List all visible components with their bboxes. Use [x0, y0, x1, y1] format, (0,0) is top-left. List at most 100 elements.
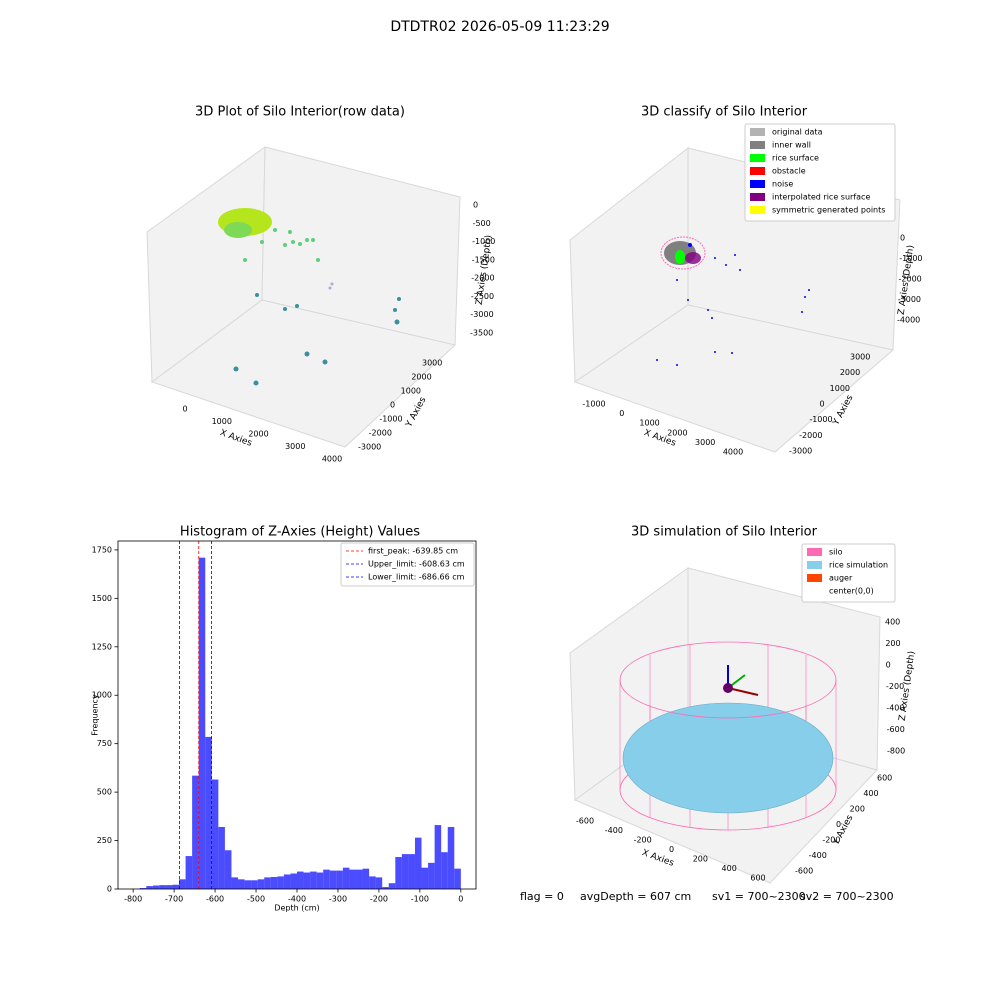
x-tick-label: 200	[693, 855, 708, 864]
legend-swatch	[750, 206, 765, 214]
bar	[355, 869, 363, 889]
bar	[369, 876, 376, 889]
bar	[205, 736, 212, 889]
z-tick-label: -2000	[899, 275, 922, 284]
bar	[270, 876, 278, 889]
z-tick-label: -2500	[471, 292, 494, 301]
bar	[231, 877, 239, 889]
pane	[573, 304, 895, 453]
x-tick-label: -600	[576, 817, 594, 826]
bar	[382, 887, 389, 889]
chart-title: 3D classify of Silo Interior	[641, 105, 808, 120]
bar	[211, 779, 219, 889]
point-cloud	[224, 222, 252, 238]
x-tick-label: -1000	[582, 400, 605, 409]
y-tick-label: -400	[809, 851, 827, 860]
x-tick-label: 2000	[248, 430, 268, 439]
axis-arrow	[727, 687, 759, 696]
legend-swatch	[807, 574, 822, 582]
scatter-points	[233, 282, 401, 386]
y-tick-label: 1250	[92, 642, 112, 651]
bar	[198, 557, 206, 889]
x-tick-label: -600	[206, 895, 224, 904]
bar	[152, 885, 160, 889]
legend-label: obstacle	[772, 167, 806, 176]
y-tick-label: 500	[97, 788, 112, 797]
x-tick-label: -200	[634, 836, 652, 845]
bar	[441, 852, 448, 889]
legend-swatch	[807, 587, 822, 595]
y-tick-label: 600	[877, 774, 892, 783]
x-tick-label: -500	[247, 895, 265, 904]
y-tick-label: -2000	[799, 431, 822, 440]
y-tick-label: 2000	[840, 368, 860, 377]
z-tick-label: -400	[886, 704, 904, 713]
z-tick-label: 0	[473, 201, 478, 210]
suptitle: DTDTR02 2026-05-09 11:23:29	[390, 19, 609, 35]
x-tick-label: 400	[722, 864, 737, 873]
legend-label: inner wall	[772, 141, 811, 150]
silo-outline	[660, 236, 706, 270]
bar	[179, 879, 186, 889]
bar	[264, 877, 271, 889]
bar	[434, 825, 442, 889]
legend-label: original data	[772, 128, 823, 137]
bar	[251, 880, 258, 889]
legend-swatch	[750, 167, 765, 175]
bar	[323, 869, 330, 889]
auger-center	[723, 683, 733, 693]
x-tick-label: -300	[329, 895, 347, 904]
x-axis-label: Depth (cm)	[274, 904, 319, 913]
y-tick-label: -200	[822, 836, 840, 845]
z-tick-label: 400	[885, 618, 900, 627]
legend-label: first_peak: -639.85 cm	[368, 547, 458, 556]
bar	[454, 868, 461, 889]
bar	[277, 876, 284, 889]
legend-swatch	[750, 193, 765, 201]
y-tick-label: 1500	[92, 594, 112, 603]
legend-label: Upper_limit: -608.63 cm	[368, 560, 465, 569]
bar	[414, 837, 422, 889]
z-tick-label: 200	[885, 639, 900, 648]
z-tick-label: -3500	[470, 329, 493, 338]
z-tick-label: -1500	[472, 255, 495, 264]
z-tick-label: -2000	[471, 274, 494, 283]
x-tick-label: -400	[605, 826, 623, 835]
bar	[303, 872, 311, 889]
y-tick-label: 250	[97, 836, 112, 845]
z-tick-label: -600	[887, 725, 905, 734]
x-tick-label: -800	[124, 895, 142, 904]
footer-text: avgDepth = 607 cm	[580, 890, 691, 903]
z-tick-label: -3000	[470, 310, 493, 319]
legend-box	[801, 543, 896, 603]
bar	[401, 854, 409, 889]
noise-points	[656, 243, 810, 366]
z-tick-label: 0	[900, 234, 905, 243]
bar	[388, 883, 396, 889]
x-tick-label: 0	[182, 405, 187, 414]
y-tick-label: 1750	[92, 545, 112, 554]
x-tick-label: 0	[619, 409, 624, 418]
legend-swatch	[807, 548, 822, 556]
y-tick-label: 400	[863, 789, 878, 798]
chart-title: 3D simulation of Silo Interior	[631, 525, 818, 540]
bar	[310, 871, 317, 889]
x-tick-label: -100	[411, 895, 429, 904]
y-tick-label: 0	[836, 820, 841, 829]
bar	[139, 888, 147, 889]
y-tick-label: 3000	[422, 359, 442, 368]
legend-swatch	[750, 180, 765, 188]
scatter-points	[243, 228, 320, 262]
legend-label: silo	[829, 548, 843, 557]
rice-simulation	[622, 702, 834, 814]
y-tick-label: 750	[97, 739, 112, 748]
y-tick-label: 1000	[830, 384, 850, 393]
y-tick-label: 1000	[92, 691, 112, 700]
y-tick-label: 3000	[850, 353, 870, 362]
legend-label: symmetric generated points	[772, 206, 885, 215]
legend-box	[744, 123, 896, 222]
panel-3d-raw	[146, 146, 461, 448]
legend-swatch	[750, 154, 765, 162]
y-tick-label: -1000	[809, 415, 832, 424]
